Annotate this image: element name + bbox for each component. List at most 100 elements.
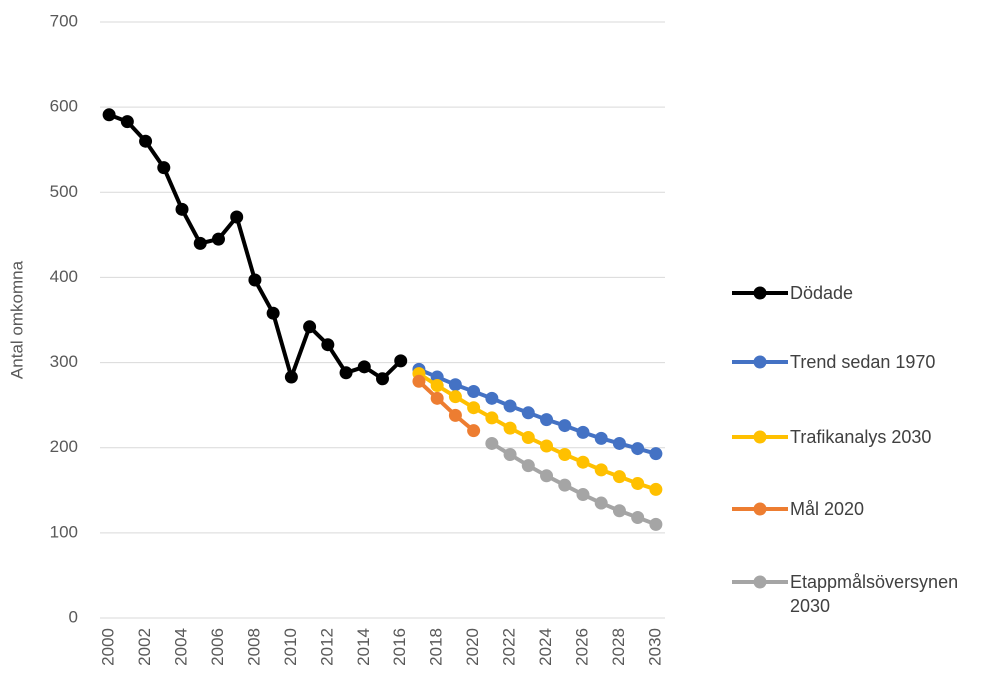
y-tick-label: 600 [50,97,78,116]
y-tick-label: 400 [50,267,78,286]
legend-key [732,430,788,444]
data-point [211,232,225,246]
data-point [412,374,426,388]
x-tick-label: 2026 [572,628,591,666]
series-line [490,441,657,527]
data-point [248,273,262,287]
legend-entry: Trafikanalys 2030 [730,425,995,449]
x-tick-label: 2002 [135,628,154,666]
x-tick-label: 2014 [354,628,373,666]
data-point [576,425,590,439]
x-tick-label: 2018 [427,628,446,666]
x-tick-label: 2004 [172,628,191,666]
y-tick-label: 0 [69,607,78,626]
data-point [631,511,645,525]
y-tick-label: 300 [50,352,78,371]
data-point [139,134,153,148]
legend-label: Dödade [790,283,854,303]
x-tick-label: 2010 [281,628,300,666]
data-point [558,419,572,433]
legend-marker [753,502,767,516]
legend-key [732,502,788,516]
data-point [649,517,663,531]
legend-label: Mål 2020 [790,499,865,519]
legend-entry: Etappmålsöversynen 2030 [730,570,995,618]
legend-marker [753,355,767,369]
y-tick-label: 700 [50,11,78,30]
data-point [467,401,481,415]
data-point [448,408,462,422]
data-point [321,338,335,352]
data-point [230,210,244,224]
data-point [558,478,572,492]
x-tick-label: 2024 [536,628,555,666]
data-point [430,391,444,405]
legend-entry: Dödade [730,281,995,305]
data-point [631,476,645,490]
data-point [266,306,280,320]
x-tick-label: 2006 [208,628,227,666]
data-point [540,469,554,483]
data-point [175,202,189,216]
data-point [157,161,171,175]
x-tick-label: 2028 [609,628,628,666]
data-point [612,436,626,450]
data-point [485,391,499,405]
data-point [467,385,481,399]
data-point [467,424,481,438]
data-point [594,496,608,510]
y-tick-label: 100 [50,522,78,541]
data-point [485,411,499,425]
legend-key [732,575,788,589]
series-line [108,112,403,381]
data-point [448,378,462,392]
data-point [503,421,517,435]
data-point [485,436,499,450]
legend-entry: Trend sedan 1970 [730,350,995,374]
data-point [594,431,608,445]
y-tick-label: 500 [50,182,78,201]
legend-label: Trend sedan 1970 [790,352,936,372]
data-point [558,448,572,462]
x-tick-label: 2022 [500,628,519,666]
legend-marker [753,286,767,300]
data-point [193,236,207,250]
data-point [612,470,626,484]
x-tick-label: 2000 [99,628,118,666]
legend-label: Trafikanalys 2030 [790,427,932,447]
data-point [102,108,116,122]
data-point [120,115,134,129]
data-point [376,372,389,386]
y-tick-label: 200 [50,437,78,456]
legend-key [732,286,788,300]
data-point [303,320,317,334]
data-point [521,430,535,444]
plot: Antal omkomna 0 100 200 300 400 500 600 700 2000… [7,11,665,666]
data-point [594,463,608,477]
data-point [612,504,626,518]
data-point [503,448,517,462]
data-point [394,354,408,368]
data-point [521,459,535,473]
data-point [448,390,462,404]
y-axis-title: Antal omkomna [7,260,26,379]
x-tick-label: 2030 [645,628,664,666]
data-point [521,406,535,420]
data-point [576,488,590,502]
legend-marker [753,575,767,589]
legend-key [732,355,788,369]
data-point [576,455,590,469]
data-point [284,370,298,384]
data-point [540,439,554,453]
legend-entry: Mål 2020 [730,497,995,521]
data-point [503,399,517,413]
series-line [417,379,475,433]
data-point [339,366,353,380]
data-point [430,379,444,393]
data-point [649,482,663,496]
x-tick-label: 2012 [317,628,336,666]
data-point [357,360,371,374]
data-point [631,442,645,456]
x-tick-label: 2016 [390,628,409,666]
